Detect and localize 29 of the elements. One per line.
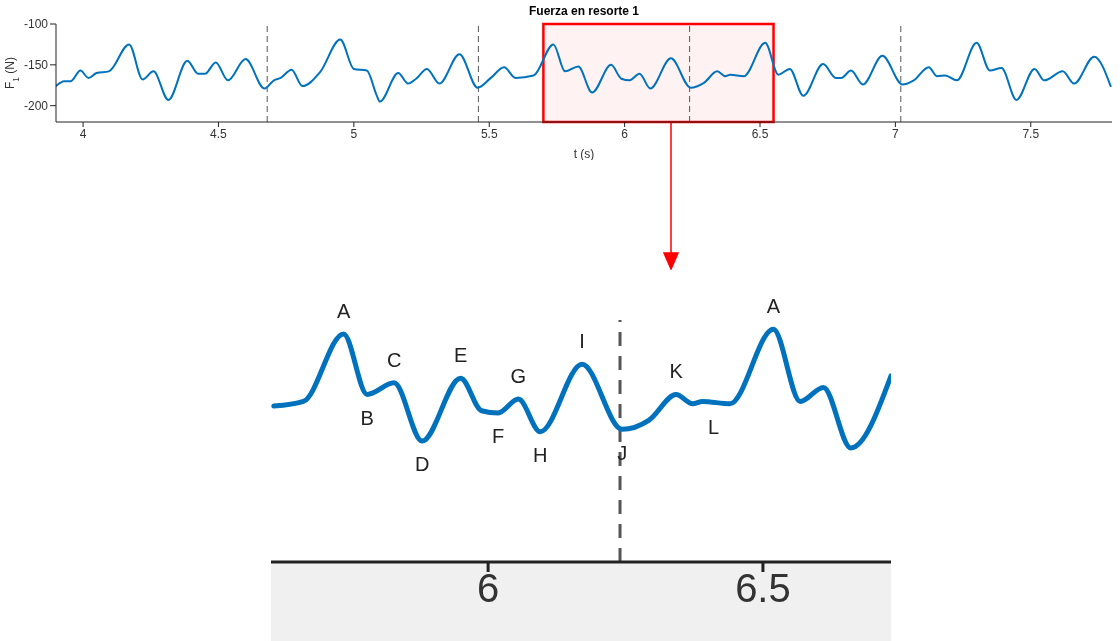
x-tick-label: 6 (621, 126, 629, 141)
annotation: C (386, 348, 402, 371)
x-tick-label: 5.5 (480, 126, 498, 141)
x-tick-label: 5 (350, 126, 358, 141)
annotation: A (766, 295, 781, 318)
annotation: G (510, 365, 527, 388)
x-axis-title: t (s) (573, 147, 595, 161)
y-tick-label: -200 (23, 98, 49, 113)
annotation: B (360, 406, 374, 429)
line-series (56, 38, 1112, 103)
annotation: F (491, 425, 505, 448)
annotation: J (617, 441, 628, 464)
x-tick-label: 4 (79, 126, 87, 141)
annotation: K (669, 360, 684, 383)
annotation: E (453, 344, 468, 367)
annotation: I (579, 330, 585, 353)
x-tick-label: 7.5 (1022, 126, 1040, 141)
annotation: H (533, 443, 548, 466)
annotation: D (414, 453, 430, 476)
annotation: L (707, 415, 720, 438)
chart-title: Fuerza en resorte 1 (527, 4, 640, 18)
x-tick-label: 6.5 (751, 126, 769, 141)
x-tick-label: 6 (476, 566, 500, 611)
y-tick-label: -150 (23, 58, 49, 73)
annotation: A (336, 299, 351, 322)
x-tick-label: 6.5 (735, 566, 791, 611)
y-tick-label: -100 (23, 17, 49, 32)
x-tick-label: 4.5 (210, 126, 228, 141)
x-tick-label: 7 (892, 126, 900, 141)
